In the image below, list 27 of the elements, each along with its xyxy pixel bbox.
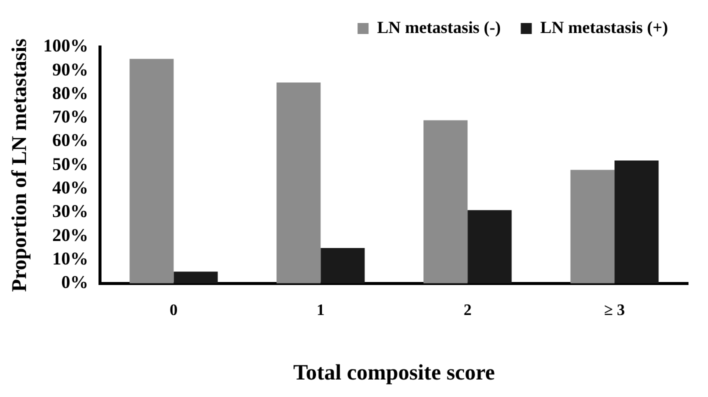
legend-label: LN metastasis (-)	[377, 18, 501, 37]
y-tick-label: 0%	[61, 272, 88, 292]
x-tick-label: ≥ 3	[604, 302, 625, 320]
y-tick-label: 30%	[52, 201, 88, 222]
y-tick-label: 100%	[43, 36, 88, 56]
y-axis-title: Proportion of LN metastasis	[7, 38, 32, 292]
y-tick-label: 20%	[52, 224, 88, 245]
bar	[423, 120, 468, 284]
y-tick-label: 10%	[52, 248, 88, 268]
x-axis-title: Total composite score	[293, 359, 496, 384]
bar	[174, 272, 218, 284]
bar	[614, 160, 659, 284]
bar	[468, 210, 512, 284]
y-tick-label: 60%	[52, 130, 88, 150]
y-tick-label: 50%	[52, 154, 88, 174]
legend-label: LN metastasis (+)	[540, 18, 668, 37]
x-tick-label: 1	[316, 302, 325, 320]
y-tick-label: 40%	[52, 177, 88, 198]
y-tick-label: 90%	[52, 59, 88, 80]
bar	[570, 170, 615, 284]
bar	[130, 58, 174, 284]
bar	[276, 82, 321, 284]
bar	[320, 248, 365, 284]
x-tick-label: 0	[170, 302, 178, 320]
y-tick-label: 80%	[52, 82, 88, 103]
y-tick-label: 70%	[52, 106, 88, 127]
x-tick-label: 2	[464, 302, 472, 320]
